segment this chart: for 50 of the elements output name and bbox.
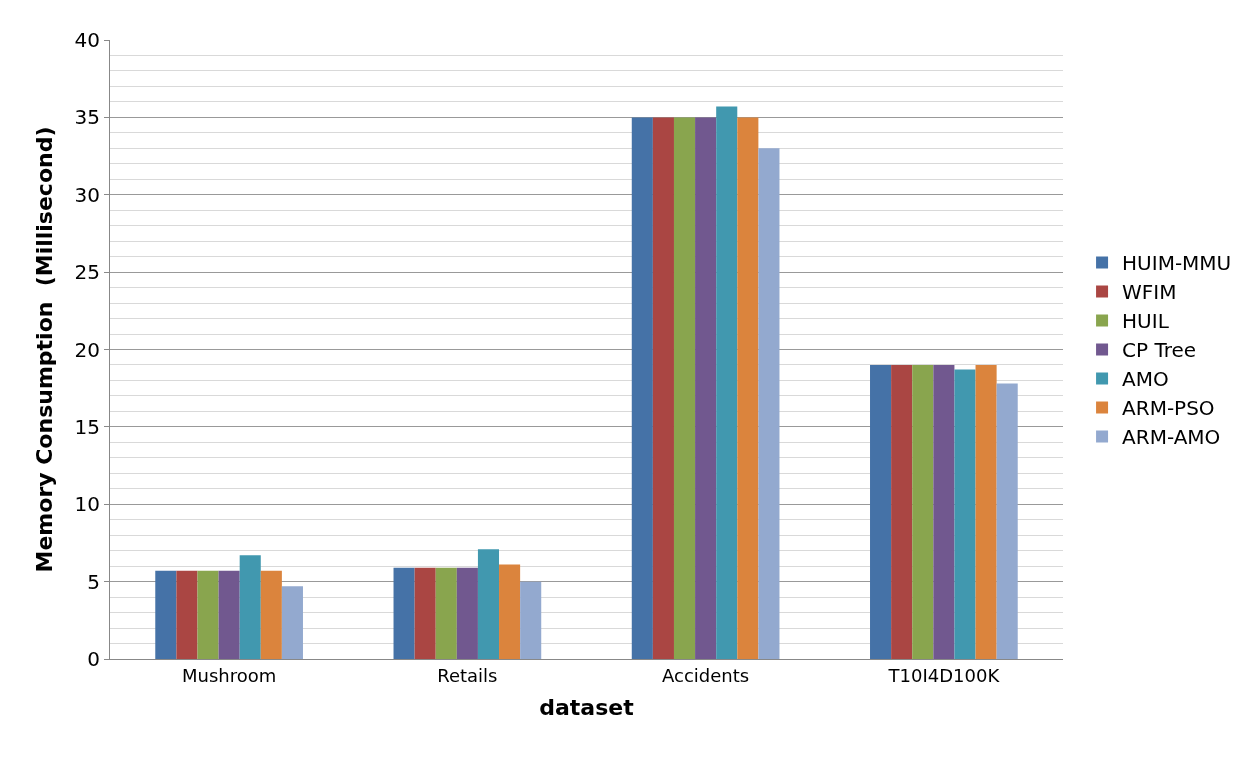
bar	[652, 117, 674, 659]
y-tick-label: 40	[74, 28, 100, 52]
bar	[673, 117, 696, 659]
y-tick-label: 0	[87, 647, 100, 671]
x-tick-label: Mushroom	[181, 664, 277, 686]
bar	[695, 117, 717, 659]
bar	[631, 117, 653, 659]
y-tick-label: 10	[74, 492, 100, 517]
x-tick-label: Accidents	[662, 664, 750, 686]
bar	[499, 564, 521, 659]
bar	[933, 364, 955, 659]
legend-label: AMO	[1122, 367, 1169, 392]
y-tick-label: 20	[74, 337, 100, 362]
bar	[891, 364, 913, 659]
bar	[393, 567, 415, 659]
bar	[954, 369, 976, 659]
bar	[758, 148, 780, 659]
legend-label: ARM-AMO	[1122, 425, 1221, 450]
bar	[414, 567, 436, 659]
bar	[975, 364, 997, 659]
bar	[155, 570, 177, 659]
bar	[456, 567, 478, 659]
y-axis-title: Memory Consumption (Millisecond)	[32, 126, 58, 573]
bar	[218, 570, 240, 659]
bar	[435, 567, 457, 659]
bar	[737, 117, 759, 659]
bar	[239, 555, 261, 659]
bar	[281, 586, 303, 659]
y-tick-label: 5	[87, 569, 100, 594]
y-tick-label: 25	[74, 260, 100, 285]
y-tick-label: 15	[74, 414, 100, 439]
bar	[477, 549, 500, 659]
y-tick-label: 30	[74, 182, 100, 207]
x-tick-label: Retails	[437, 664, 498, 686]
y-tick-label: 35	[74, 105, 100, 130]
bar	[996, 383, 1018, 659]
legend-label: ARM-PSO	[1122, 396, 1215, 421]
bar	[197, 570, 219, 659]
bar	[260, 570, 282, 659]
bar	[176, 570, 198, 659]
x-axis-title: dataset	[539, 695, 635, 721]
x-tick-label: T10I4D100K	[887, 664, 1001, 686]
bar	[520, 581, 542, 659]
legend-label: WFIM	[1122, 280, 1177, 305]
bar	[716, 106, 738, 659]
legend-label: HUIM-MMU	[1122, 251, 1232, 276]
bar	[912, 364, 934, 659]
bar	[870, 364, 892, 659]
legend-label: CP Tree	[1122, 338, 1197, 363]
legend-label: HUIL	[1122, 309, 1170, 334]
